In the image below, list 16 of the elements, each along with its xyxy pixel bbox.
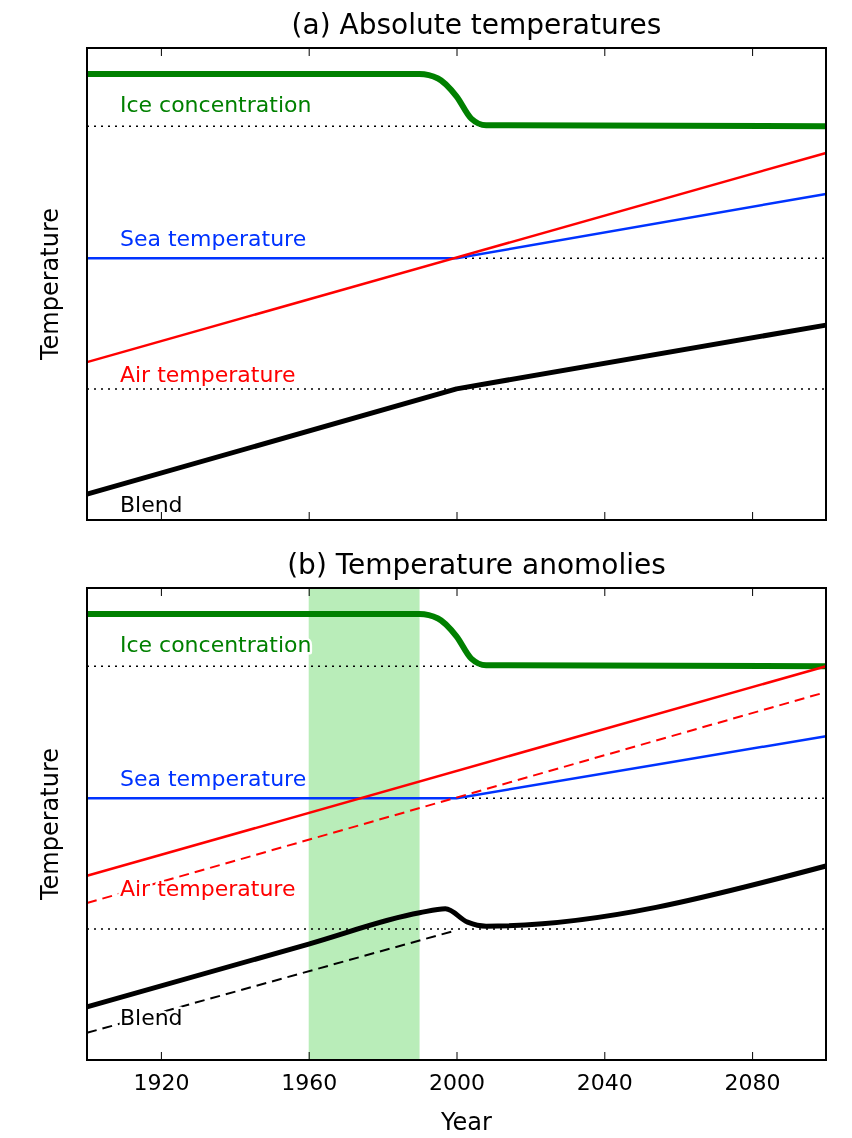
y-axis-title: Temperature [36,747,64,902]
x-tick-label: 2080 [724,1069,781,1095]
x-tick-label: 2040 [576,1069,633,1095]
chart-title: (b) Temperature anomolies [287,548,666,581]
series-label: Blend [119,491,183,517]
x-tick-label: 1920 [133,1069,190,1095]
series-label: Air temperature [119,361,296,387]
series-label: Sea temperature [119,225,307,251]
series-label: Ice concentration [119,91,312,117]
x-axis-title: Year [440,1108,493,1136]
series-label: Sea temperature [119,765,307,791]
x-tick-label: 1960 [281,1069,338,1095]
x-tick-label: 2000 [429,1069,485,1095]
series-label: Ice concentration [119,631,312,657]
y-axis-title: Temperature [36,207,64,362]
chart-title: (a) Absolute temperatures [291,8,662,41]
